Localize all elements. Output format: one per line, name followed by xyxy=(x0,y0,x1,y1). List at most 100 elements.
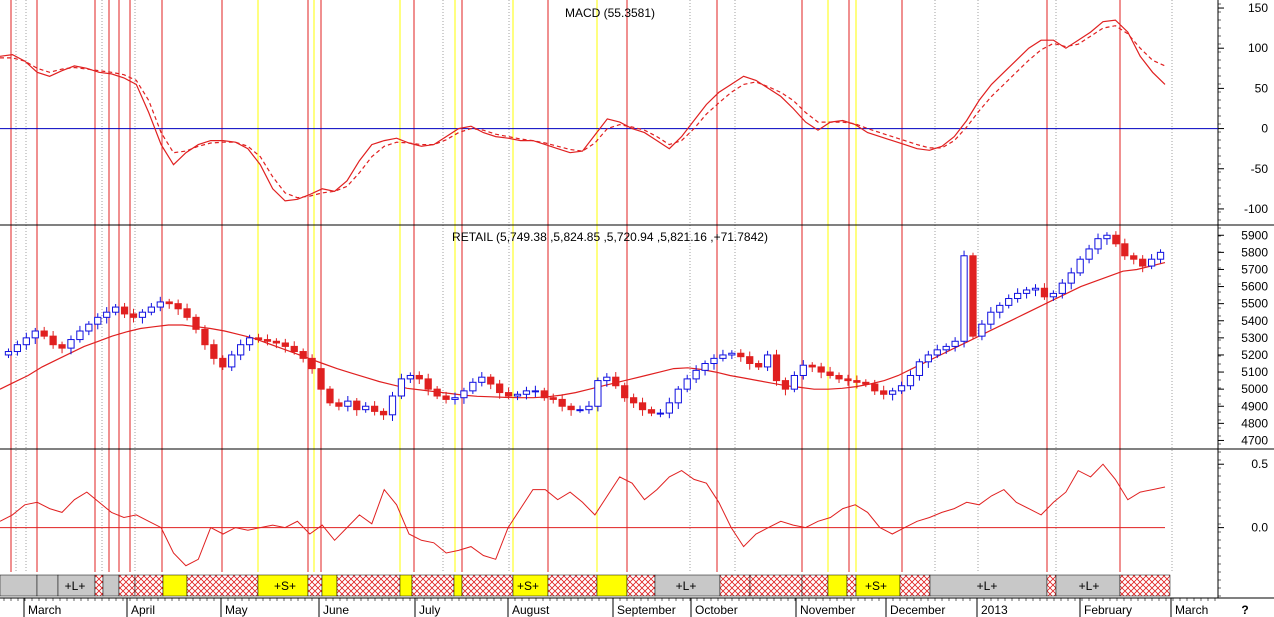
candle-body xyxy=(237,344,245,356)
candle-body xyxy=(4,351,13,356)
signal-segment xyxy=(626,574,656,597)
candle-body xyxy=(1067,272,1075,284)
candle-body xyxy=(397,378,406,397)
y-tick-label: 4700 xyxy=(1241,433,1268,447)
signal-segment xyxy=(899,574,931,597)
candle-body xyxy=(522,390,531,395)
candle-body xyxy=(388,395,397,416)
candle-body xyxy=(353,400,361,411)
axes: 150 100 50 0 -50 -100 5900 5800 5700 5600 5500 5400… xyxy=(3,1,1269,617)
candle-body xyxy=(281,342,289,347)
oscillator-panel xyxy=(0,463,1166,567)
signal-segment xyxy=(162,574,188,597)
candle-body xyxy=(442,395,450,400)
candle-body xyxy=(603,376,611,382)
candle-body xyxy=(987,311,995,325)
candle-body xyxy=(576,409,584,412)
candle-body xyxy=(969,255,977,337)
candle-body xyxy=(469,381,477,392)
y-tick-label: -50 xyxy=(1251,162,1269,176)
candle-body xyxy=(755,363,763,368)
candle-body xyxy=(49,335,57,346)
candle-body xyxy=(763,354,772,368)
candle-body xyxy=(112,306,120,313)
signal-segment xyxy=(94,574,104,597)
candle-body xyxy=(647,409,656,414)
candle-body xyxy=(728,352,736,356)
retail-panel: RETAIL (5,749.38 ,5,824.85 ,5,720.94 ,5,… xyxy=(0,230,1166,421)
retail-title: RETAIL (5,749.38 ,5,824.85 ,5,720.94 ,5,… xyxy=(452,230,768,244)
x-axis-extra-label: ? xyxy=(1241,603,1248,617)
y-tick-label: 5000 xyxy=(1241,382,1268,396)
candle-body xyxy=(996,304,1004,313)
signal-label: +L+ xyxy=(977,579,998,593)
y-tick-label: 5200 xyxy=(1241,348,1268,362)
candle-body xyxy=(103,311,111,318)
candle-body xyxy=(1103,234,1111,240)
candle-body xyxy=(371,405,379,412)
x-tick-label: March xyxy=(28,603,61,617)
candle-body xyxy=(156,301,164,308)
candle-body xyxy=(960,255,968,342)
signal-segment xyxy=(321,574,338,597)
moving-average-line xyxy=(0,262,1166,399)
vertical-markers xyxy=(10,0,1173,572)
candle-body xyxy=(629,397,638,404)
candle-body xyxy=(897,385,906,392)
signal-band: +L+ +S+ +S+ +L+ +S+ +L+ +L+ xyxy=(0,574,1171,597)
candle-body xyxy=(67,339,75,349)
signal-segment xyxy=(307,574,323,597)
candle-body xyxy=(1094,238,1102,250)
signal-segment xyxy=(827,574,848,597)
candle-body xyxy=(120,306,129,315)
candle-body xyxy=(781,380,790,390)
candle-body xyxy=(1147,258,1156,267)
signal-label: +S+ xyxy=(517,579,539,593)
signal-label: +S+ xyxy=(865,579,887,593)
y-tick-label: 4800 xyxy=(1241,416,1268,430)
candle-body xyxy=(31,330,39,339)
signal-label: +L+ xyxy=(676,579,697,593)
candle-body xyxy=(817,366,825,373)
candle-body xyxy=(621,385,629,399)
candle-body xyxy=(924,354,932,363)
candle-body xyxy=(290,345,298,353)
x-tick-label: April xyxy=(131,603,155,617)
candle-body xyxy=(826,371,834,376)
candle-body xyxy=(424,378,432,390)
candle-body xyxy=(496,383,504,394)
candle-body xyxy=(478,376,486,383)
y-tick-label: 5300 xyxy=(1241,331,1268,345)
candle-body xyxy=(1040,287,1049,298)
y-tick-label: 5100 xyxy=(1241,365,1268,379)
candle-body xyxy=(362,405,370,411)
candle-body xyxy=(22,337,30,346)
candle-body xyxy=(13,344,22,353)
y-tick-label: 5600 xyxy=(1241,280,1268,294)
candle-body xyxy=(665,402,673,414)
signal-segment xyxy=(801,574,829,597)
candle-body xyxy=(335,402,343,407)
candle-body xyxy=(245,337,254,346)
x-tick-label: October xyxy=(695,603,738,617)
candle-body xyxy=(540,390,548,399)
candle-body xyxy=(790,374,798,390)
candle-body xyxy=(326,388,334,404)
candle-body xyxy=(433,388,441,397)
candle-body xyxy=(1112,234,1120,245)
candle-body xyxy=(638,402,647,411)
candle-body xyxy=(915,361,924,376)
candle-body xyxy=(299,351,307,359)
macd-line xyxy=(0,19,1166,202)
candle-body xyxy=(835,374,843,380)
candle-body xyxy=(308,357,316,370)
candle-body xyxy=(799,364,807,376)
candle-body xyxy=(1031,287,1040,291)
candle-body xyxy=(85,323,93,332)
candle-body xyxy=(487,376,495,385)
candle-body xyxy=(138,311,147,318)
x-tick-label: July xyxy=(419,603,440,617)
candle-body xyxy=(612,376,620,387)
candle-body xyxy=(201,328,209,346)
